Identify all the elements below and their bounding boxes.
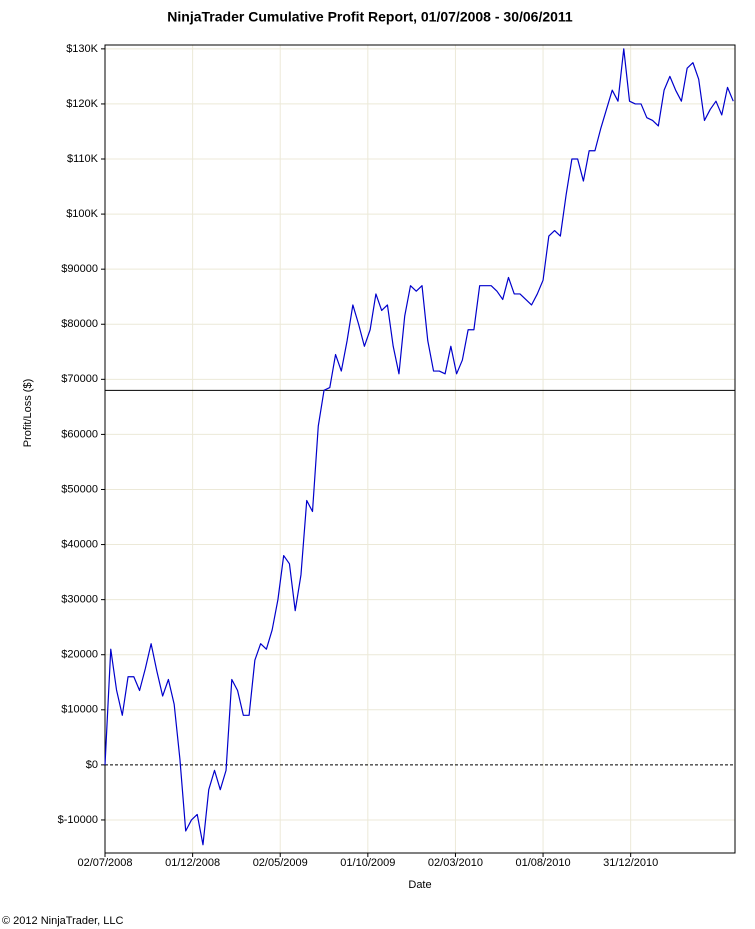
y-tick-label: $20000	[61, 649, 98, 661]
y-tick-label: $120K	[66, 98, 98, 110]
x-tick-label: 01/08/2010	[516, 857, 571, 869]
y-tick-label: $30000	[61, 594, 98, 606]
plot-border	[104, 44, 736, 854]
y-tick-label: $110K	[67, 153, 99, 165]
chart-title: NinjaTrader Cumulative Profit Report, 01…	[167, 9, 573, 25]
y-tick-label: $40000	[61, 538, 98, 550]
y-tick-label: $-10000	[58, 814, 98, 826]
y-axis-label: Profit/Loss ($)	[22, 379, 34, 447]
y-tick-label: $80000	[61, 318, 98, 330]
x-tick-label: 02/03/2010	[428, 857, 483, 869]
y-tick-label: $50000	[61, 483, 98, 495]
y-tick-label: $130K	[66, 43, 98, 55]
y-tick-label: $100K	[66, 208, 98, 220]
x-tick-label: 01/12/2008	[165, 857, 220, 869]
y-tick-label: $90000	[61, 263, 98, 275]
y-tick-label: $0	[86, 759, 98, 771]
x-tick-label: 31/12/2010	[603, 857, 658, 869]
y-tick-label: $10000	[61, 704, 98, 716]
x-tick-label: 02/05/2009	[253, 857, 308, 869]
y-tick-label: $60000	[61, 428, 98, 440]
x-tick-label: 02/07/2008	[77, 857, 132, 869]
y-tick-label: $70000	[61, 373, 98, 385]
x-axis-label: Date	[408, 879, 431, 891]
profit-line	[104, 48, 734, 846]
footer: © 2012 NinjaTrader, LLC	[2, 915, 123, 927]
x-tick-label: 01/10/2009	[340, 857, 395, 869]
